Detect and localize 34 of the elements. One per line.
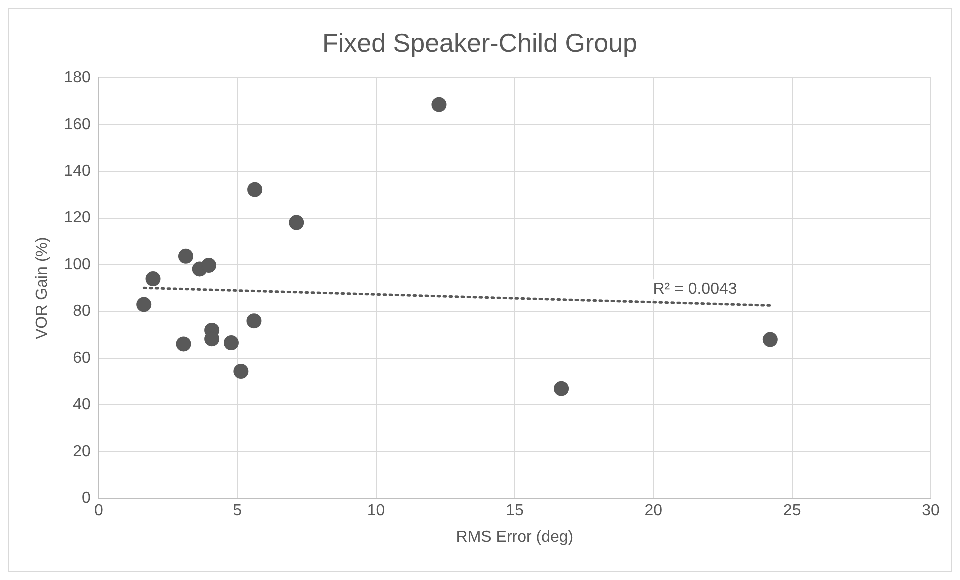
annotation: R² = 0.0043: [653, 281, 738, 298]
point: [432, 97, 447, 112]
point: [248, 182, 263, 198]
x-tick-label: 20: [644, 502, 663, 520]
point: [289, 215, 304, 230]
point: [246, 314, 262, 329]
x-tick-label: 0: [94, 502, 104, 520]
point: [762, 332, 778, 348]
x-tick-label: 10: [367, 502, 386, 520]
y-tick-label: 20: [73, 443, 91, 460]
y-tick-label: 120: [64, 210, 91, 227]
chart-title: Fixed Speaker-Child Group: [322, 28, 638, 58]
point: [178, 248, 194, 264]
y-tick-label: 40: [73, 396, 91, 414]
point: [202, 258, 217, 274]
y-tick-label: 180: [64, 70, 91, 87]
y-axis-title: VOR Gain (%): [34, 237, 52, 340]
point: [234, 364, 249, 380]
y-tick-label: 140: [64, 163, 91, 180]
point: [176, 336, 192, 352]
y-tick-label: 160: [64, 116, 91, 134]
x-tick-label: 5: [233, 502, 242, 520]
y-tick-label: 80: [73, 303, 91, 320]
y-tick-label: 60: [73, 350, 91, 367]
y-tick-label: 0: [82, 490, 91, 508]
point: [554, 381, 570, 396]
point: [146, 272, 161, 287]
point: [136, 297, 152, 312]
x-tick-label: 30: [922, 502, 940, 520]
x-tick-label: 15: [506, 502, 524, 520]
y-tick-label: 100: [64, 256, 91, 274]
x-tick-label: 25: [783, 502, 802, 520]
x-axis-title: RMS Error (deg): [456, 528, 574, 546]
point: [224, 336, 239, 351]
